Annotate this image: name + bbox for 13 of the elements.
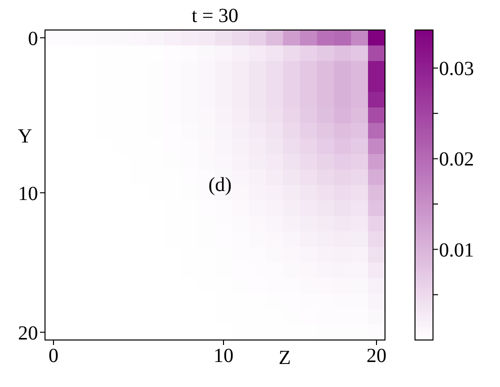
x-tick-label: 20 (366, 345, 386, 367)
color-bar-label: 0.02 (439, 148, 474, 171)
y-tick-label: 10 (18, 182, 38, 205)
color-bar-label: 0.01 (439, 239, 474, 262)
y-axis-title: Y (18, 125, 32, 148)
color-bar-label: 0.03 (439, 58, 474, 80)
annotation: (d) (208, 174, 232, 196)
x-axis-title: Z (278, 347, 291, 369)
chart-title: t = 30 (192, 5, 238, 27)
x-tick-label: 0 (48, 345, 58, 367)
x-tick-label: 10 (214, 345, 234, 367)
y-tick-label: 20 (18, 322, 38, 344)
y-tick-label: 0 (28, 28, 38, 50)
